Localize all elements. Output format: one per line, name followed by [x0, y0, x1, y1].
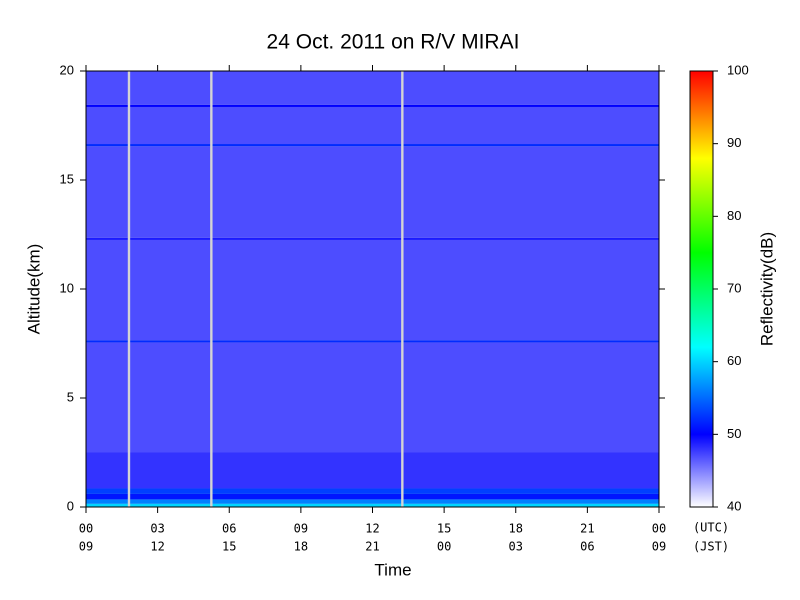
- heatmap-cell: [130, 488, 211, 494]
- heatmap-cell: [86, 493, 128, 500]
- heatmap-cell: [130, 503, 211, 507]
- colorbar-tick-label: 80: [727, 208, 741, 223]
- heatmap-cell: [130, 342, 211, 453]
- heatmap-cell: [130, 452, 211, 489]
- heatmap-cell: [86, 488, 128, 494]
- heatmap-cell: [130, 237, 211, 240]
- heatmap-cell: [86, 503, 128, 507]
- heatmap-cell: [130, 106, 211, 145]
- heatmap-cell: [403, 340, 659, 343]
- y-tick-label: 10: [60, 280, 74, 295]
- x-axis-label: Time: [374, 560, 411, 579]
- heatmap-cell: [86, 239, 128, 341]
- heatmap-cell: [86, 340, 128, 343]
- x2-unit-label: (JST): [693, 540, 729, 554]
- x2-tick-label: 09: [652, 540, 666, 554]
- heatmap-cell: [130, 104, 211, 107]
- x2-tick-label: 15: [222, 540, 236, 554]
- colorbar-tick-label: 40: [727, 498, 741, 513]
- x2-tick-label: 00: [437, 540, 451, 554]
- heatmap-cell: [212, 71, 402, 105]
- heatmap-cell: [212, 146, 402, 238]
- y-tick-label: 0: [67, 498, 74, 513]
- colorbar-label: Reflectivity(dB): [757, 232, 776, 346]
- heatmap-cell: [130, 146, 211, 238]
- heatmap-cell: [130, 340, 211, 343]
- heatmap-cell: [212, 342, 402, 453]
- heatmap-cell: [403, 239, 659, 341]
- heatmap-cell: [403, 71, 659, 105]
- x-tick-label: 15: [437, 522, 451, 536]
- heatmap-cell: [212, 503, 402, 507]
- colorbar-tick-label: 50: [727, 426, 741, 441]
- colorbar-tick-label: 100: [727, 62, 749, 77]
- heatmap-cell: [403, 237, 659, 240]
- heatmap-cell: [212, 452, 402, 489]
- heatmap-cell: [403, 503, 659, 507]
- x-tick-label: 00: [652, 522, 666, 536]
- heatmap-cell: [212, 488, 402, 494]
- heatmap-cell: [86, 71, 128, 105]
- heatmap-cell: [212, 239, 402, 341]
- heatmap-cell: [403, 342, 659, 453]
- heatmap-cell: [212, 499, 402, 504]
- heatmap-cell: [130, 493, 211, 500]
- x-tick-label: 06: [222, 522, 236, 536]
- heatmap-cell: [130, 144, 211, 147]
- x2-tick-label: 03: [509, 540, 523, 554]
- y-axis-label: Altitude(km): [24, 244, 43, 335]
- heatmap-cell: [403, 104, 659, 107]
- x2-tick-label: 18: [294, 540, 308, 554]
- heatmap-cell: [403, 144, 659, 147]
- heatmap-cell: [403, 106, 659, 145]
- x-tick-label: 21: [580, 522, 594, 536]
- heatmap-cell: [86, 342, 128, 453]
- x2-tick-label: 21: [365, 540, 379, 554]
- x2-tick-label: 09: [79, 540, 93, 554]
- x-unit-label: (UTC): [693, 521, 729, 535]
- heatmap-cell: [403, 493, 659, 500]
- heatmap-cell: [86, 237, 128, 240]
- heatmap-cell: [212, 106, 402, 145]
- colorbar-tick-label: 90: [727, 135, 741, 150]
- heatmap-cell: [86, 452, 128, 489]
- heatmap-cell: [212, 237, 402, 240]
- x-tick-label: 00: [79, 522, 93, 536]
- heatmap-cell: [403, 488, 659, 494]
- x-tick-label: 03: [150, 522, 164, 536]
- x2-tick-label: 06: [580, 540, 594, 554]
- heatmap-cell: [86, 144, 128, 147]
- heatmap-cell: [403, 146, 659, 238]
- heatmap-cell: [86, 146, 128, 238]
- colorbar-tick-label: 60: [727, 353, 741, 368]
- heatmap-cell: [86, 106, 128, 145]
- heatmap-cell: [130, 499, 211, 504]
- y-tick-label: 5: [67, 389, 74, 404]
- heatmap-cell: [212, 144, 402, 147]
- heatmap-cell: [403, 452, 659, 489]
- heatmap-cell: [403, 499, 659, 504]
- heatmap-cell: [212, 340, 402, 343]
- chart-title: 24 Oct. 2011 on R/V MIRAI: [267, 31, 520, 54]
- heatmap-cell: [212, 493, 402, 500]
- x-tick-label: 09: [294, 522, 308, 536]
- heatmap-cell: [130, 239, 211, 341]
- x2-tick-label: 12: [150, 540, 164, 554]
- heatmap-cell: [86, 499, 128, 504]
- y-tick-label: 15: [60, 171, 74, 186]
- x-tick-label: 18: [509, 522, 523, 536]
- heatmap-cell: [130, 71, 211, 105]
- x-tick-label: 12: [365, 522, 379, 536]
- heatmap-cell: [86, 104, 128, 107]
- heatmap-cell: [212, 104, 402, 107]
- colorbar: [689, 70, 714, 508]
- colorbar-tick-label: 70: [727, 280, 741, 295]
- y-tick-label: 20: [60, 62, 74, 77]
